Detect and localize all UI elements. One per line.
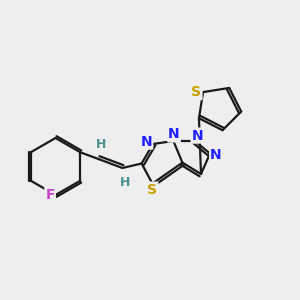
Text: S: S: [191, 85, 202, 99]
Text: F: F: [45, 188, 55, 202]
Text: N: N: [141, 135, 152, 148]
Text: N: N: [192, 129, 203, 142]
Text: N: N: [210, 148, 222, 162]
Text: S: S: [147, 183, 158, 196]
Text: H: H: [120, 176, 130, 189]
Text: H: H: [96, 138, 106, 151]
Text: N: N: [168, 128, 180, 141]
